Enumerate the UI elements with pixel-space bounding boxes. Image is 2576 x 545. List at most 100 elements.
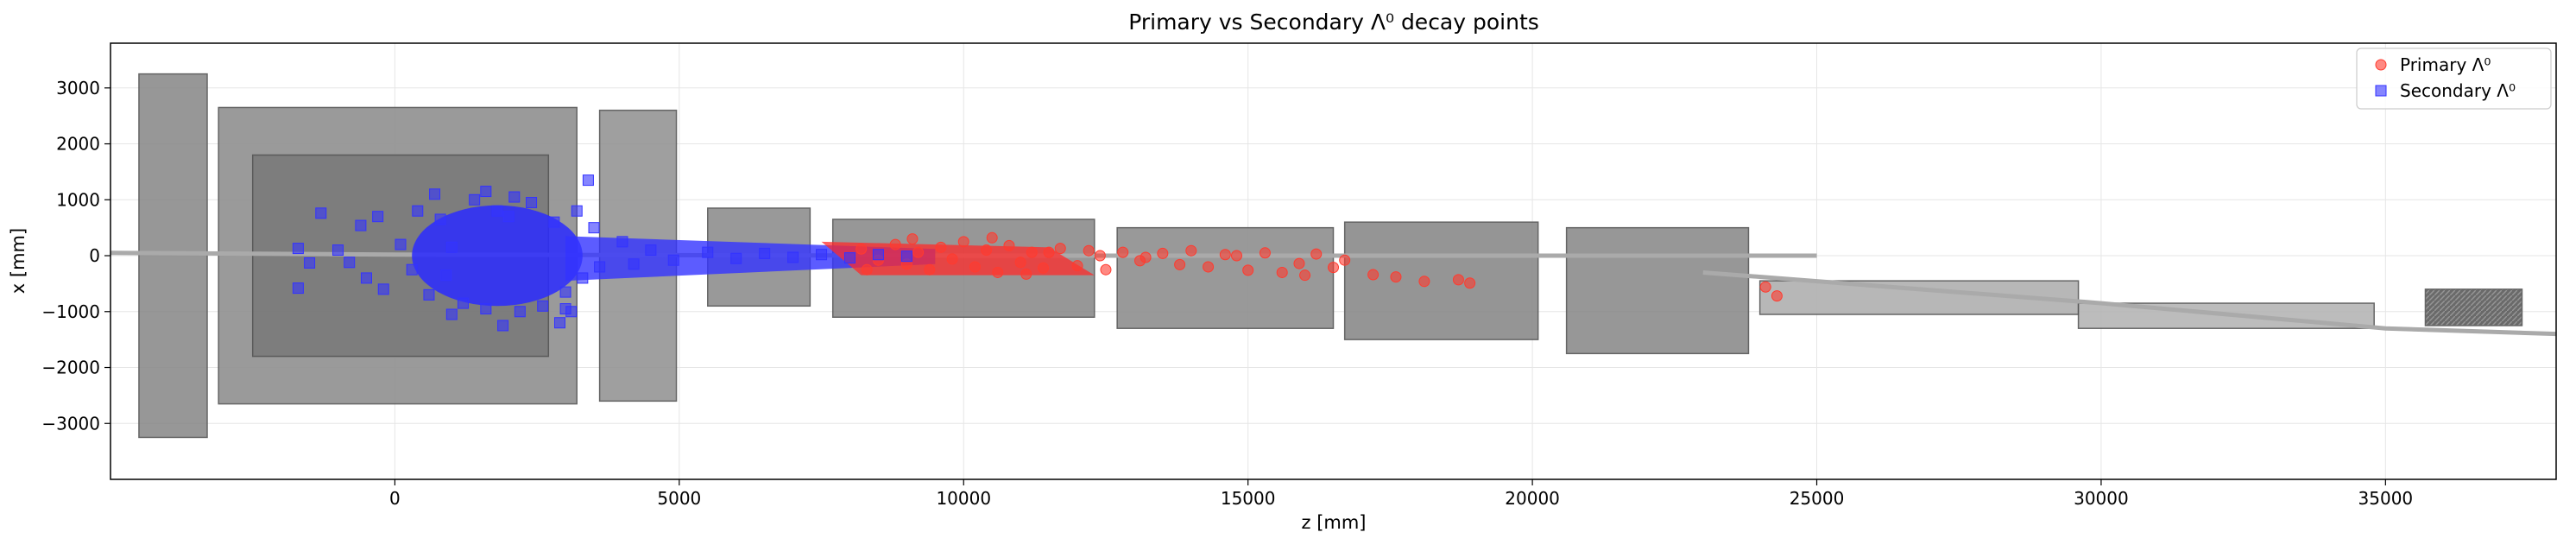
primary-point: [1299, 269, 1311, 282]
detector-section: [1116, 226, 1335, 329]
secondary-point: [406, 263, 418, 276]
y-tick-label: 2000: [56, 134, 100, 155]
primary-point: [1094, 250, 1106, 262]
primary-point: [992, 266, 1004, 278]
secondary-point: [645, 244, 657, 257]
primary-point: [1026, 246, 1038, 258]
secondary-point: [469, 193, 481, 206]
x-tick-label: 35000: [2358, 488, 2414, 509]
secondary-point: [315, 207, 327, 219]
secondary-point: [730, 252, 742, 264]
secondary-point: [445, 241, 458, 253]
secondary-point: [787, 251, 799, 263]
secondary-point: [514, 306, 526, 318]
x-tick-label: 30000: [2074, 488, 2129, 509]
legend: Primary Λ⁰ Secondary Λ⁰: [2356, 48, 2552, 110]
secondary-point: [491, 205, 503, 217]
secondary-point: [582, 174, 594, 187]
primary-point: [906, 233, 919, 245]
secondary-point: [548, 216, 560, 228]
secondary-point: [667, 254, 679, 266]
chart-title: Primary vs Secondary Λ⁰ decay points: [1128, 10, 1539, 35]
secondary-point: [377, 283, 389, 295]
secondary-point: [445, 308, 458, 320]
x-tick-label: 15000: [1221, 488, 1276, 509]
primary-point: [1452, 274, 1464, 286]
primary-point: [1071, 260, 1083, 272]
detector-section: [1565, 226, 1750, 355]
primary-point: [1390, 271, 1402, 283]
secondary-point: [292, 282, 304, 295]
secondary-point: [553, 317, 565, 329]
secondary-point: [440, 269, 452, 282]
primary-point: [856, 243, 868, 255]
secondary-point: [759, 247, 771, 259]
y-tick-label: −1000: [41, 301, 100, 322]
secondary-point: [412, 205, 424, 217]
secondary-point: [594, 261, 606, 273]
x-tick-label: 5000: [657, 488, 701, 509]
secondary-point: [355, 219, 367, 231]
primary-point: [1259, 247, 1271, 259]
secondary-point: [843, 252, 856, 264]
x-tick-label: 25000: [1790, 488, 1845, 509]
detector-section: [1343, 221, 1539, 340]
primary-point: [957, 236, 969, 248]
primary-point: [935, 241, 947, 253]
secondary-point: [559, 303, 571, 315]
primary-point: [1083, 244, 1095, 257]
secondary-point: [434, 213, 446, 225]
x-tick-label: 10000: [936, 488, 991, 509]
primary-point: [1043, 246, 1055, 258]
detector-section: [138, 73, 208, 439]
x-tick-label: 20000: [1505, 488, 1560, 509]
primary-point: [1339, 254, 1351, 266]
secondary-point: [429, 188, 441, 200]
secondary-point: [395, 238, 407, 250]
primary-point: [1100, 263, 1112, 276]
primary-point: [1014, 257, 1026, 269]
y-axis-label: x [mm]: [8, 228, 28, 294]
secondary-point: [900, 250, 912, 263]
secondary-point: [332, 244, 344, 257]
secondary-point: [616, 236, 628, 248]
secondary-point: [559, 286, 571, 298]
x-axis-label: z [mm]: [1302, 512, 1367, 533]
y-tick-label: −3000: [41, 413, 100, 434]
secondary-point: [628, 258, 640, 270]
secondary-point: [497, 320, 509, 332]
plot-frame: [110, 42, 2557, 480]
primary-point: [1293, 257, 1305, 269]
primary-point: [1117, 246, 1129, 258]
secondary-point: [292, 243, 304, 255]
beam-pipe-tail: [1702, 269, 2556, 337]
primary-point: [912, 246, 925, 258]
secondary-point: [304, 257, 316, 269]
secondary-point: [502, 211, 515, 223]
primary-point: [889, 238, 901, 250]
primary-point: [1418, 276, 1430, 288]
primary-point: [924, 263, 936, 276]
legend-marker-primary: [2375, 59, 2387, 71]
primary-point: [1203, 261, 1215, 273]
secondary-point: [423, 288, 435, 301]
primary-point: [861, 263, 873, 276]
primary-point: [1328, 262, 1339, 274]
primary-point: [1020, 268, 1032, 280]
detector-section: [2424, 288, 2523, 326]
secondary-point: [872, 249, 884, 261]
primary-point: [981, 244, 993, 257]
primary-point: [1157, 247, 1169, 259]
secondary-point: [702, 246, 714, 258]
legend-label-secondary: Secondary Λ⁰: [2400, 80, 2516, 101]
primary-point: [1185, 244, 1197, 257]
primary-point: [1310, 248, 1323, 260]
secondary-point: [816, 249, 828, 261]
secondary-point: [480, 303, 492, 315]
primary-point: [1037, 262, 1049, 274]
primary-point: [969, 261, 981, 273]
primary-point: [1230, 250, 1242, 262]
legend-marker-secondary: [2375, 85, 2387, 97]
y-tick-label: −2000: [41, 358, 100, 378]
